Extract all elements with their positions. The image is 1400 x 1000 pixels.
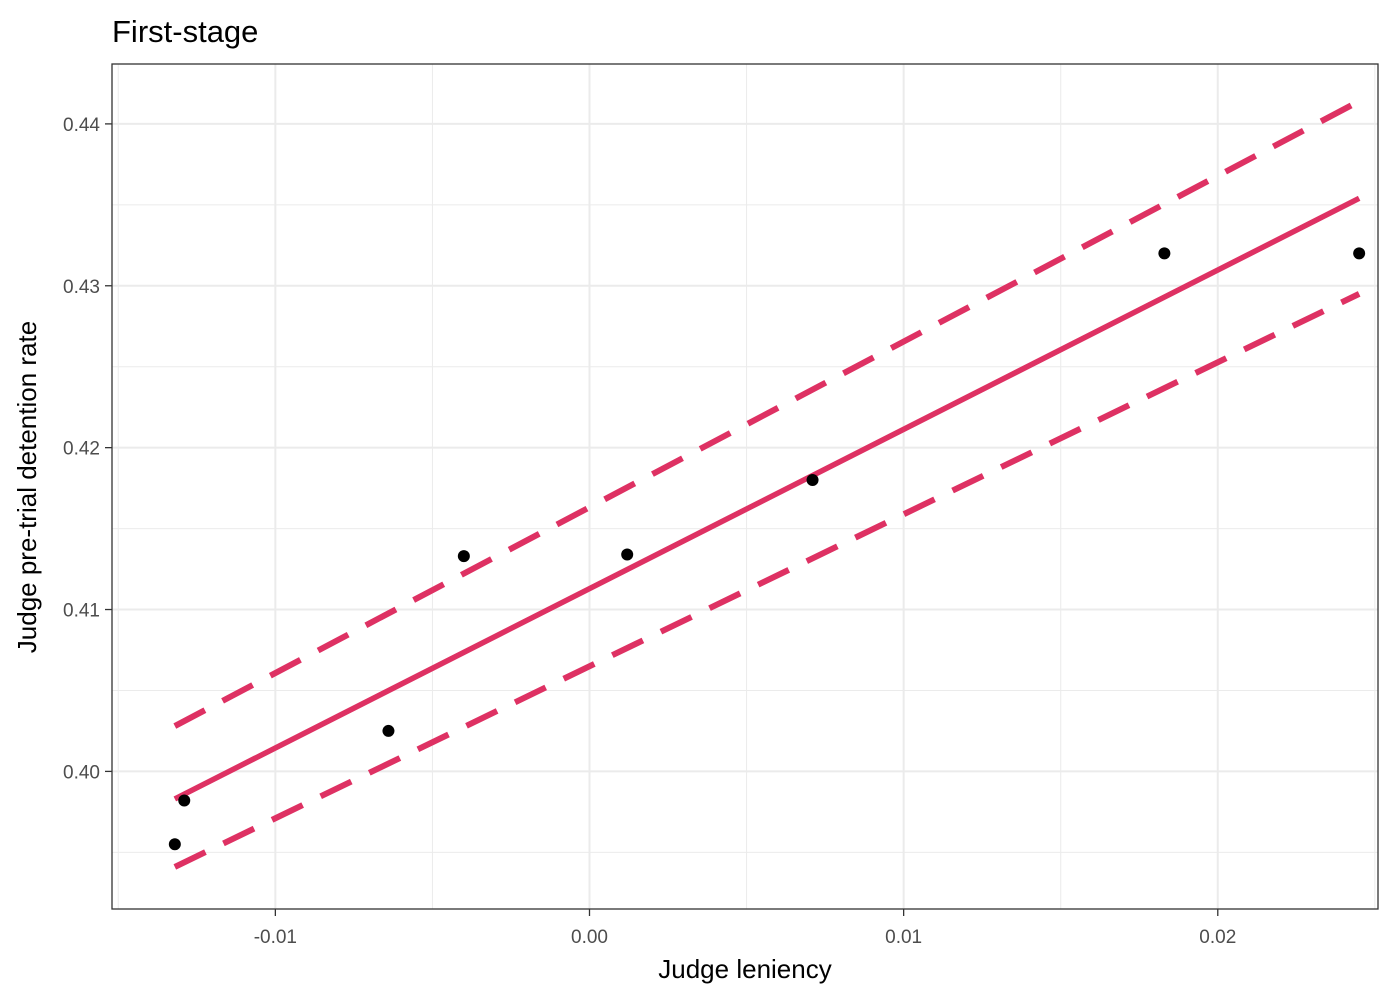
y-tick-label: 0.42 xyxy=(63,439,100,460)
panel-border xyxy=(111,63,1379,910)
data-points xyxy=(168,247,1366,851)
y-axis-title: Judge pre-trial detention rate xyxy=(12,321,42,653)
x-tick-label: 0.00 xyxy=(571,927,608,948)
y-tick-label: 0.43 xyxy=(63,277,100,298)
fit-line-group xyxy=(173,195,1361,802)
data-point xyxy=(457,550,470,563)
data-point xyxy=(1353,247,1366,260)
x-axis: -0.01 0.00 0.01 0.02 xyxy=(254,909,1236,948)
data-point xyxy=(1158,247,1171,260)
confidence-band xyxy=(173,98,1361,870)
data-point xyxy=(178,794,191,807)
x-tick-label: 0.02 xyxy=(1199,927,1236,948)
fit-line xyxy=(173,195,1361,802)
grid xyxy=(112,64,1378,909)
y-tick-label: 0.41 xyxy=(63,601,100,622)
ci-lower-line xyxy=(173,291,1361,870)
x-tick-label: -0.01 xyxy=(254,927,297,948)
ci-upper-line xyxy=(173,98,1361,729)
data-point xyxy=(168,838,181,851)
data-point xyxy=(806,474,819,487)
y-tick-label: 0.40 xyxy=(63,762,100,783)
y-tick-label: 0.44 xyxy=(63,115,100,136)
data-point xyxy=(382,724,395,737)
y-axis: 0.40 0.41 0.42 0.43 0.44 xyxy=(63,115,112,783)
x-axis-title: Judge leniency xyxy=(658,954,831,984)
data-point xyxy=(621,548,634,561)
chart-title: First-stage xyxy=(112,14,258,49)
x-tick-label: 0.01 xyxy=(885,927,922,948)
